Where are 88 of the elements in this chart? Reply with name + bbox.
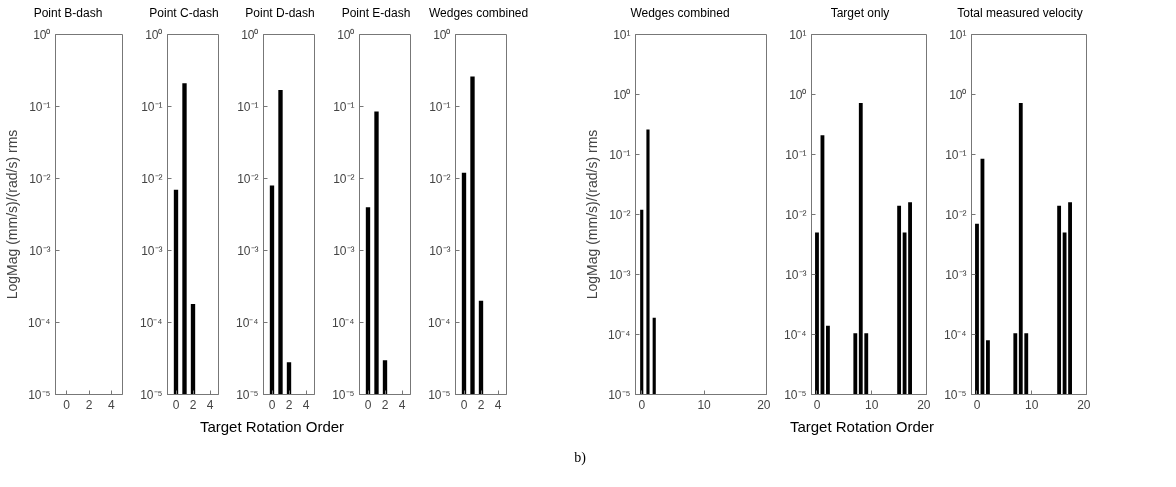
- y-tick-label: 10⁰: [145, 27, 163, 42]
- x-tick-label: 0: [63, 397, 71, 412]
- x-tick-label: 2: [189, 397, 197, 412]
- y-tick-label: 10⁻¹: [429, 99, 451, 114]
- y-tick-label: 10¹: [949, 27, 967, 42]
- y-tick-label: 10⁻⁴: [28, 315, 51, 330]
- x-tick-label: 4: [398, 397, 406, 412]
- y-tick-label: 10⁻⁴: [332, 315, 355, 330]
- y-tick-label: 10⁻⁵: [332, 387, 355, 402]
- y-tick-label: 10⁻¹: [141, 99, 163, 114]
- y-axis-title: LogMag (mm/s)/(rad/s) rms: [584, 129, 600, 300]
- x-tick-label: 10: [697, 397, 712, 412]
- chart-title: Point E-dash: [340, 5, 412, 22]
- x-tick-label: 0: [364, 397, 372, 412]
- y-tick-label: 10⁻⁵: [28, 387, 51, 402]
- y-tick-label: 10⁰: [789, 87, 807, 102]
- x-tick-label: 2: [381, 397, 389, 412]
- y-tick-label: 10⁻¹: [333, 99, 355, 114]
- x-tick-label: 4: [302, 397, 310, 412]
- y-tick-label: 10⁻¹: [29, 99, 51, 114]
- y-tick-label: 10⁻²: [609, 207, 631, 222]
- x-tick-label: 20: [1077, 397, 1091, 412]
- y-tick-label: 10⁰: [613, 87, 631, 102]
- y-tick-label: 10⁻¹: [609, 147, 631, 162]
- y-tick-label: 10⁰: [33, 27, 51, 42]
- x-tick-label: 2: [285, 397, 293, 412]
- y-tick-label: 10⁻³: [609, 267, 631, 282]
- y-tick-label: 10⁻⁴: [784, 327, 807, 342]
- x-tick-label: 0: [973, 397, 981, 412]
- y-tick-label: 10⁻²: [237, 171, 259, 186]
- y-tick-label: 10⁻²: [29, 171, 51, 186]
- chart-title: Wedges combined: [629, 5, 731, 22]
- y-tick-label: 10⁻⁴: [428, 315, 451, 330]
- y-tick-label: 10⁰: [241, 27, 259, 42]
- y-tick-label: 10¹: [789, 27, 807, 42]
- y-tick-label: 10⁻⁴: [236, 315, 259, 330]
- y-tick-label: 10⁻³: [141, 243, 163, 258]
- chart-title: Point B-dash: [32, 5, 104, 22]
- y-tick-label: 10⁻⁵: [944, 387, 967, 402]
- y-tick-label: 10⁻⁴: [944, 327, 967, 342]
- y-tick-label: 10⁻⁴: [140, 315, 163, 330]
- y-tick-label: 10¹: [613, 27, 631, 42]
- chart-title: Target only: [829, 5, 891, 22]
- x-tick-label: 10: [865, 397, 879, 412]
- x-tick-label: 20: [757, 397, 771, 412]
- y-tick-label: 10⁻⁵: [784, 387, 807, 402]
- y-tick-label: 10⁻³: [429, 243, 451, 258]
- y-tick-label: 10⁻⁵: [608, 387, 631, 402]
- x-axis-title: Target Rotation Order: [198, 417, 346, 437]
- x-tick-label: 4: [206, 397, 214, 412]
- y-tick-label: 10⁻³: [945, 267, 967, 282]
- text: b): [573, 449, 587, 467]
- x-tick-label: 4: [494, 397, 502, 412]
- chart-title: Wedges combined: [429, 5, 529, 22]
- y-tick-label: 10⁻⁵: [236, 387, 259, 402]
- y-tick-label: 10⁰: [949, 87, 967, 102]
- y-tick-label: 10⁻³: [333, 243, 355, 258]
- x-tick-label: 0: [638, 397, 646, 412]
- y-tick-label: 10⁻²: [333, 171, 355, 186]
- x-tick-label: 0: [172, 397, 180, 412]
- x-tick-label: 0: [268, 397, 276, 412]
- x-tick-label: 2: [85, 397, 93, 412]
- y-tick-label: 10⁻²: [785, 207, 807, 222]
- y-axis-title: LogMag (mm/s)/(rad/s) rms: [4, 129, 20, 300]
- y-tick-label: 10⁻⁵: [140, 387, 163, 402]
- y-tick-label: 10⁻⁴: [608, 327, 631, 342]
- x-tick-label: 4: [108, 397, 115, 412]
- chart-title: Point D-dash: [244, 5, 316, 22]
- y-tick-label: 10⁻¹: [237, 99, 259, 114]
- x-axis-title: Target Rotation Order: [788, 417, 936, 437]
- y-tick-label: 10⁻¹: [785, 147, 807, 162]
- y-tick-label: 10⁻¹: [945, 147, 967, 162]
- y-tick-label: 10⁻³: [785, 267, 807, 282]
- y-tick-label: 10⁻²: [945, 207, 967, 222]
- y-tick-label: 10⁻²: [141, 171, 163, 186]
- y-tick-label: 10⁰: [433, 27, 451, 42]
- x-tick-label: 0: [460, 397, 468, 412]
- y-tick-label: 10⁻⁵: [428, 387, 451, 402]
- x-tick-label: 2: [477, 397, 485, 412]
- x-tick-label: 20: [917, 397, 931, 412]
- chart-title: Point C-dash: [148, 5, 220, 22]
- y-tick-label: 10⁻²: [429, 171, 451, 186]
- x-tick-label: 0: [813, 397, 821, 412]
- y-tick-label: 10⁻³: [237, 243, 259, 258]
- x-tick-label: 10: [1025, 397, 1039, 412]
- y-tick-label: 10⁰: [337, 27, 355, 42]
- y-tick-label: 10⁻³: [29, 243, 51, 258]
- chart-title: Total measured velocity: [956, 5, 1084, 22]
